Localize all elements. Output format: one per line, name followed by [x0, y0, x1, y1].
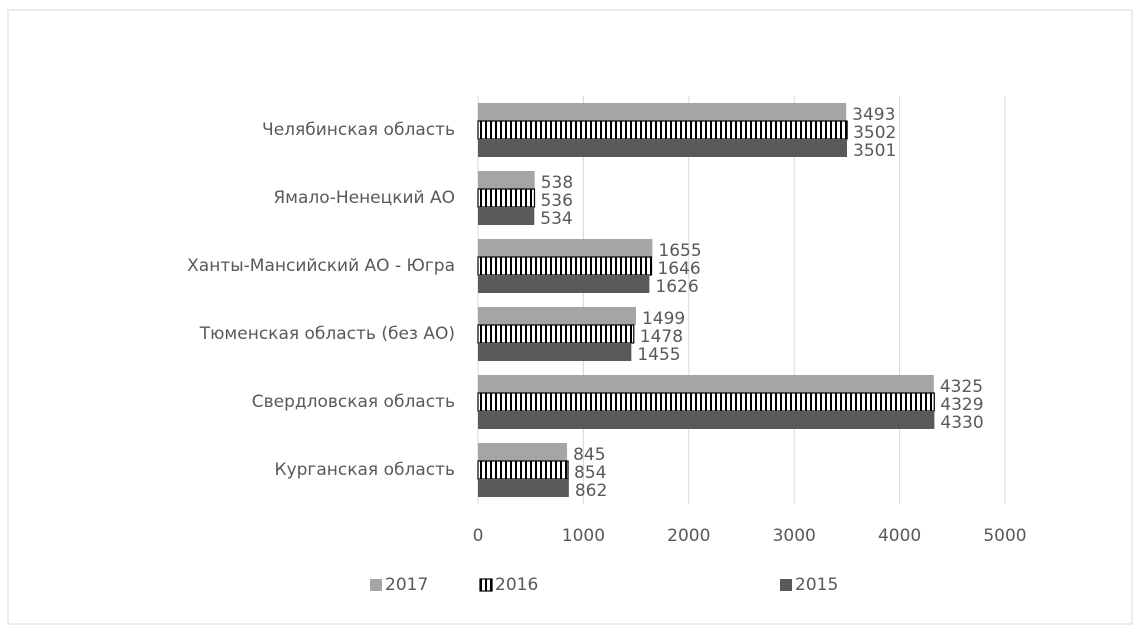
y-tick-label: Свердловская область: [252, 392, 455, 412]
y-tick-label: Курганская область: [275, 460, 455, 480]
value-label: 1646: [657, 259, 700, 279]
value-label: 1499: [642, 309, 685, 329]
bar: [478, 239, 653, 257]
value-label: 3501: [853, 141, 896, 161]
bar: [477, 120, 848, 140]
value-label: 845: [573, 445, 605, 465]
value-label: 1455: [637, 345, 680, 365]
value-label: 538: [541, 173, 573, 193]
x-tick-label: 2000: [667, 526, 710, 546]
legend-label: 2016: [495, 575, 538, 595]
x-tick-label: 5000: [983, 526, 1026, 546]
y-tick-label: Челябинская область: [262, 120, 455, 140]
bar: [478, 103, 847, 121]
y-tick-label: Ханты-Мансийский АО - Югра: [187, 256, 455, 276]
value-label: 1655: [658, 241, 701, 261]
bar: [478, 275, 650, 293]
bar: [477, 188, 536, 208]
x-tick-label: 1000: [562, 526, 605, 546]
bar: [478, 443, 568, 461]
value-label: 3493: [852, 105, 895, 125]
legend-swatch: [370, 579, 382, 591]
legend-label: 2015: [795, 575, 838, 595]
bar: [477, 256, 653, 276]
bar: [478, 171, 535, 189]
bar: [477, 460, 569, 480]
bar: [477, 324, 635, 344]
value-label: 4325: [940, 377, 983, 397]
bar: [478, 139, 848, 157]
legend-swatch: [780, 579, 792, 591]
value-label: 4329: [940, 395, 983, 415]
x-tick-label: 3000: [773, 526, 816, 546]
value-label: 3502: [853, 123, 896, 143]
bar: [478, 375, 934, 393]
value-label: 1478: [640, 327, 683, 347]
value-label: 854: [574, 463, 606, 483]
bar: [478, 343, 632, 361]
value-label: 1626: [655, 277, 698, 297]
value-label: 862: [575, 481, 607, 501]
x-tick-label: 0: [473, 526, 484, 546]
bar: [477, 392, 935, 412]
y-tick-label: Ямало-Ненецкий АО: [273, 188, 455, 208]
bar: [478, 479, 569, 497]
value-label: 4330: [940, 413, 983, 433]
legend-swatch: [479, 578, 493, 592]
bar: [478, 411, 935, 429]
legend-label: 2017: [385, 575, 428, 595]
x-tick-label: 4000: [878, 526, 921, 546]
y-tick-label: Тюменская область (без АО): [199, 324, 455, 344]
value-label: 534: [540, 209, 572, 229]
value-label: 536: [540, 191, 572, 211]
bar: [478, 207, 535, 225]
bar: [478, 307, 636, 325]
